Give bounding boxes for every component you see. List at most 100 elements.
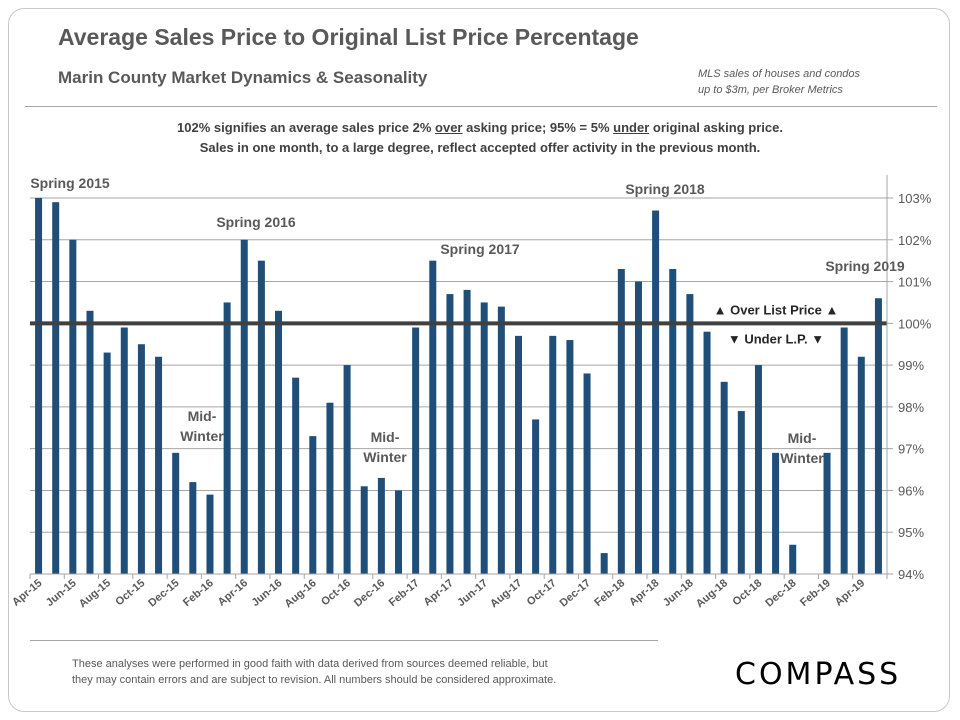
x-tick-label: Feb-18 [592, 577, 627, 609]
bar-Oct-18 [754, 365, 762, 574]
x-tick-label: Dec-16 [352, 577, 387, 609]
under-list-price-label: ▼ Under L.P. ▼ [728, 331, 824, 346]
note-text: asking price; 95% = 5% [462, 120, 614, 135]
bar-Sep-16 [326, 402, 334, 574]
explanation-line-1: 102% signifies an average sales price 2%… [0, 118, 960, 138]
reference-line-group: ▲ Over List Price ▲ ▼ Under L.P. ▼ [30, 302, 887, 346]
bar-Jun-18 [686, 294, 694, 574]
bar-May-16 [257, 260, 265, 574]
bar-Oct-16 [343, 365, 351, 574]
bar-Apr-17 [446, 294, 454, 574]
note-over: over [435, 120, 463, 135]
x-tick-label: Feb-19 [798, 577, 833, 609]
mid-winter-label: Mid- [788, 430, 817, 446]
bar-Sep-15 [120, 327, 128, 574]
spring-label: Spring 2015 [30, 175, 110, 191]
source-line-2: up to $3m, per Broker Metrics [698, 84, 843, 96]
mid-winter-label: Winter [363, 449, 407, 465]
bar-Feb-18 [617, 269, 625, 574]
bars [35, 198, 882, 575]
y-tick-label: 103% [898, 191, 932, 206]
y-tick-label: 102% [898, 233, 932, 248]
bar-Oct-15 [137, 344, 145, 574]
compass-logo: COMPASS [735, 657, 902, 692]
bar-Dec-16 [377, 477, 385, 574]
disclaimer-line-2: they may contain errors and are subject … [72, 674, 557, 686]
x-tick-label: Jun-17 [455, 577, 490, 609]
footer-divider [30, 640, 658, 641]
y-tick-label: 99% [898, 358, 924, 373]
x-tick-label: Feb-16 [181, 577, 216, 609]
mid-winter-label: Mid- [371, 429, 400, 445]
bar-Apr-15 [35, 198, 43, 574]
bar-May-15 [52, 202, 60, 574]
x-tick-label: Oct-18 [730, 577, 764, 608]
x-tick-label: Jun-16 [250, 577, 285, 609]
source-note: MLS sales of houses and condos up to $3m… [698, 66, 860, 98]
bar-Mar-16 [223, 302, 231, 574]
bar-Jan-18 [600, 553, 608, 574]
header-divider [25, 106, 937, 107]
x-tick-label: Apr-17 [421, 577, 455, 609]
x-tick-label: Dec-17 [558, 577, 593, 609]
bar-Oct-17 [549, 335, 557, 574]
x-tick-label: Apr-19 [833, 577, 867, 609]
bar-Feb-17 [412, 327, 420, 574]
bar-Feb-19 [823, 452, 831, 574]
bar-Jan-17 [395, 490, 403, 574]
bar-Apr-19 [857, 356, 865, 574]
bar-Nov-15 [155, 356, 163, 574]
chart-subtitle: Marin County Market Dynamics & Seasonali… [58, 68, 428, 87]
bar-Mar-17 [429, 260, 437, 574]
x-tick-label: Jun-18 [661, 577, 696, 609]
x-tick-label: Apr-15 [10, 577, 44, 609]
x-tick-label: Apr-16 [216, 577, 250, 609]
y-tick-label: 96% [898, 483, 924, 498]
mid-winter-label: Mid- [188, 408, 217, 424]
y-tick-label: 101% [898, 275, 932, 290]
slide-frame [8, 8, 950, 712]
bar-Jul-15 [86, 310, 94, 574]
bar-Sep-18 [737, 411, 745, 574]
x-tick-label: Oct-17 [525, 577, 559, 608]
bar-Dec-15 [172, 452, 180, 574]
x-tick-label: Dec-18 [763, 577, 798, 609]
bar-May-18 [669, 269, 677, 574]
y-axis: 94% 95% 96% 97% 98% 99% 100% 101% 102% 103% [886, 175, 932, 582]
bar-chart: ▲ Over List Price ▲ ▼ Under L.P. ▼ 94% 95%… [10, 175, 932, 610]
bar-Apr-18 [652, 210, 660, 575]
note-under: under [613, 120, 650, 135]
y-tick-label: 94% [898, 567, 924, 582]
y-tick-label: 100% [898, 316, 932, 331]
bar-May-19 [874, 298, 882, 574]
spring-label: Spring 2016 [216, 214, 296, 230]
bar-Jul-17 [497, 306, 505, 574]
bar-Aug-18 [720, 381, 728, 574]
spring-label: Spring 2017 [440, 241, 520, 257]
bar-Aug-15 [103, 352, 111, 574]
x-tick-label: Oct-15 [113, 577, 147, 608]
bar-May-17 [463, 289, 471, 574]
x-tick-label: Feb-17 [387, 577, 422, 609]
bar-Dec-18 [789, 544, 797, 574]
x-tick-label: Aug-17 [488, 577, 524, 610]
bar-Jun-16 [275, 310, 283, 574]
bar-Feb-16 [206, 494, 214, 574]
bar-Dec-17 [583, 373, 591, 574]
bar-Jul-18 [703, 331, 711, 574]
y-tick-label: 95% [898, 525, 924, 540]
bar-Aug-16 [309, 436, 317, 574]
bar-Jun-17 [480, 302, 488, 574]
x-tick-label: Jun-15 [44, 577, 79, 609]
bar-Jul-16 [292, 377, 300, 574]
disclaimer-line-1: These analyses were performed in good fa… [72, 658, 548, 670]
mid-winter-label: Winter [180, 428, 224, 444]
x-tick-label: Oct-16 [319, 577, 353, 608]
bar-Jan-16 [189, 482, 197, 574]
spring-label: Spring 2018 [625, 181, 705, 197]
y-tick-label: 98% [898, 400, 924, 415]
bar-Aug-17 [514, 335, 522, 574]
bar-Nov-16 [360, 486, 368, 574]
note-text: original asking price. [649, 120, 783, 135]
